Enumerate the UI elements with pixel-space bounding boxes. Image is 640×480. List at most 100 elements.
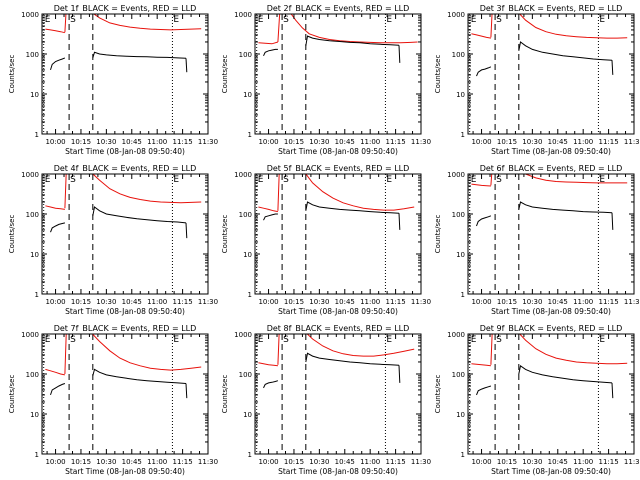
y-tick-label: 1 [248, 451, 252, 459]
x-tick-label: 11:30 [198, 138, 218, 146]
marker-label: E [45, 15, 51, 25]
series-group [45, 14, 202, 73]
series-group [471, 174, 628, 230]
marker-label: S [70, 15, 76, 25]
y-tick-label: 100 [26, 211, 39, 219]
panel-title-detector: Det 6f [480, 164, 505, 173]
lld-series-line [471, 183, 491, 187]
y-tick-label: 10 [243, 251, 252, 259]
events-series-line [50, 222, 66, 233]
x-tick-label: 11:00 [147, 298, 167, 306]
plot-frame [467, 173, 635, 295]
plot-frame [254, 333, 422, 455]
lld-series-line [519, 14, 628, 39]
events-series-line [92, 206, 187, 224]
y-tick-label: 10 [456, 91, 465, 99]
x-tick-label: 10:30 [309, 138, 329, 146]
events-series-line [476, 66, 492, 77]
events-series-line [305, 201, 400, 214]
marker-label: S [70, 335, 76, 345]
x-tick-label: 10:30 [309, 458, 329, 466]
panel-title-detector: Det 5f [267, 164, 292, 173]
x-axis-label: Start Time (08-Jan-08 09:50:40) [278, 147, 398, 156]
x-tick-label: 11:30 [411, 138, 431, 146]
events-series-line [398, 45, 401, 63]
marker-label: E [386, 15, 392, 25]
lld-series-line [91, 334, 202, 371]
marker-label: E [173, 15, 179, 25]
x-tick-label: 10:45 [335, 458, 355, 466]
events-series-line [185, 58, 188, 73]
lld-series-line [524, 174, 628, 184]
x-tick-label: 10:00 [45, 298, 65, 306]
x-tick-label: 11:15 [385, 298, 405, 306]
marker-label: E [45, 175, 51, 185]
y-axis-label: Counts/sec [221, 215, 229, 254]
series-group [45, 334, 202, 399]
events-series-line [92, 368, 187, 384]
panel-title-suffix: BLACK = Events, RED = LLD [508, 324, 622, 333]
plot-frame [41, 333, 209, 455]
x-tick-label: 10:45 [335, 298, 355, 306]
y-tick-label: 1000 [447, 171, 465, 179]
x-tick-label: 10:30 [522, 458, 542, 466]
panel-title-suffix: BLACK = Events, RED = LLD [295, 4, 409, 13]
panel-title: Det 3f BLACK = Events, RED = LLD [480, 4, 623, 13]
panel-title-suffix: BLACK = Events, RED = LLD [295, 164, 409, 173]
events-series-line [518, 364, 613, 384]
y-tick-label: 10 [456, 411, 465, 419]
series-group [45, 174, 202, 239]
y-tick-label: 1 [461, 131, 465, 139]
events-series-line [185, 222, 188, 239]
x-axis-label: Start Time (08-Jan-08 09:50:40) [65, 467, 185, 476]
x-tick-label: 10:30 [522, 298, 542, 306]
plot-frame [41, 13, 209, 135]
x-axis-label: Start Time (08-Jan-08 09:50:40) [491, 147, 611, 156]
x-tick-label: 10:00 [45, 458, 65, 466]
x-tick-label: 11:30 [198, 458, 218, 466]
lld-series-line [64, 14, 67, 33]
lld-series-line [490, 334, 493, 365]
events-series-line [611, 212, 614, 230]
series-group [258, 174, 415, 230]
x-tick-label: 10:45 [548, 138, 568, 146]
x-tick-label: 10:15 [497, 138, 517, 146]
x-tick-label: 10:45 [548, 458, 568, 466]
x-tick-label: 10:45 [548, 298, 568, 306]
marker-label: E [471, 335, 477, 345]
y-tick-label: 1000 [234, 331, 252, 339]
x-axis-label: Start Time (08-Jan-08 09:50:40) [278, 467, 398, 476]
marker-label: S [283, 15, 289, 25]
plot-frame [254, 13, 422, 135]
x-tick-label: 10:45 [122, 138, 142, 146]
lld-series-line [277, 14, 281, 43]
x-tick-label: 10:00 [258, 458, 278, 466]
x-tick-label: 11:15 [598, 138, 618, 146]
y-tick-label: 1000 [447, 331, 465, 339]
panel-title-detector: Det 3f [480, 4, 505, 13]
series-group [258, 334, 415, 389]
events-series-line [305, 35, 400, 46]
events-series-line [305, 352, 400, 366]
marker-label: E [471, 175, 477, 185]
y-tick-label: 100 [452, 51, 465, 59]
x-tick-label: 10:00 [45, 138, 65, 146]
events-series-line [611, 60, 614, 75]
y-axis-label: Counts/sec [221, 375, 229, 414]
x-tick-label: 11:15 [172, 138, 192, 146]
series-group [471, 334, 628, 399]
y-tick-label: 100 [452, 371, 465, 379]
marker-label: E [599, 15, 605, 25]
x-tick-label: 10:30 [96, 138, 116, 146]
panel-title: Det 8f BLACK = Events, RED = LLD [267, 324, 410, 333]
lld-series-line [258, 41, 279, 45]
marker-label: E [258, 175, 264, 185]
y-tick-label: 100 [239, 211, 252, 219]
x-tick-label: 11:15 [172, 458, 192, 466]
panel-title-suffix: BLACK = Events, RED = LLD [508, 164, 622, 173]
x-tick-label: 11:15 [385, 138, 405, 146]
x-tick-label: 10:15 [497, 458, 517, 466]
